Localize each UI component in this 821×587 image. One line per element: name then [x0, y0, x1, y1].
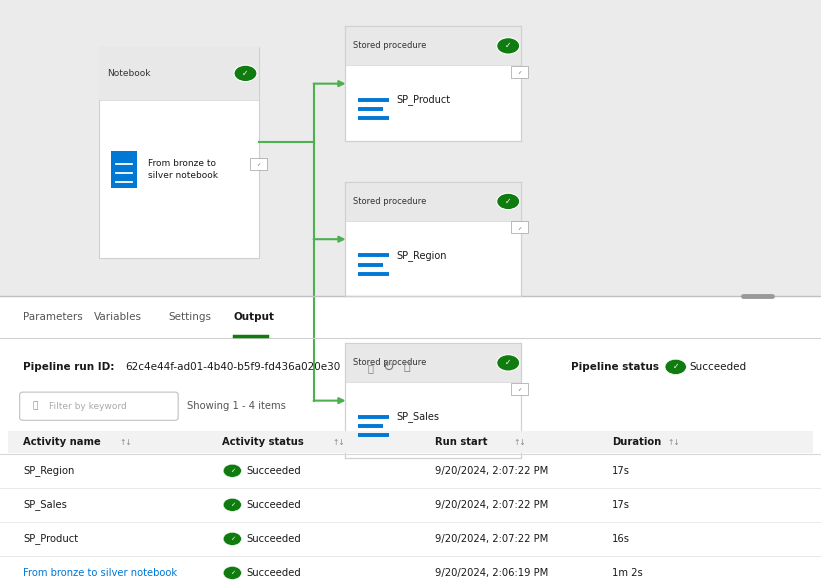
FancyBboxPatch shape: [0, 296, 821, 587]
Text: ✓: ✓: [505, 358, 511, 367]
Text: 17s: 17s: [612, 500, 630, 510]
Circle shape: [223, 566, 241, 579]
FancyBboxPatch shape: [345, 343, 521, 458]
FancyBboxPatch shape: [345, 182, 521, 296]
Text: Succeeded: Succeeded: [246, 534, 301, 544]
Text: Filter by keyword: Filter by keyword: [49, 402, 127, 411]
FancyBboxPatch shape: [345, 26, 521, 141]
Text: 17s: 17s: [612, 465, 630, 476]
Text: 9/20/2024, 2:06:19 PM: 9/20/2024, 2:06:19 PM: [435, 568, 548, 578]
Text: ↑↓: ↑↓: [120, 437, 133, 447]
Text: 9/20/2024, 2:07:22 PM: 9/20/2024, 2:07:22 PM: [435, 534, 548, 544]
Text: Stored procedure: Stored procedure: [353, 358, 426, 367]
Text: ✓: ✓: [242, 69, 249, 78]
Text: ↻: ↻: [383, 360, 395, 374]
Text: ✓: ✓: [672, 362, 679, 372]
Text: 🔍: 🔍: [33, 402, 39, 411]
FancyBboxPatch shape: [345, 182, 521, 221]
Text: From bronze to silver notebook: From bronze to silver notebook: [23, 568, 177, 578]
FancyBboxPatch shape: [345, 26, 521, 65]
Text: Parameters: Parameters: [23, 312, 83, 322]
Circle shape: [665, 359, 686, 375]
Text: Output: Output: [234, 312, 275, 322]
Text: ✓: ✓: [517, 69, 522, 75]
Text: Settings: Settings: [168, 312, 211, 322]
Text: ⧉: ⧉: [368, 363, 374, 373]
FancyBboxPatch shape: [20, 392, 178, 420]
Text: Activity status: Activity status: [222, 437, 304, 447]
Text: From bronze to
silver notebook: From bronze to silver notebook: [148, 158, 218, 180]
FancyBboxPatch shape: [511, 66, 528, 77]
Text: Showing 1 - 4 items: Showing 1 - 4 items: [187, 401, 286, 411]
Text: SP_Region: SP_Region: [23, 465, 75, 476]
Text: Duration: Duration: [612, 437, 661, 447]
Text: ✓: ✓: [505, 197, 511, 206]
Text: SP_Product: SP_Product: [397, 95, 451, 105]
FancyBboxPatch shape: [250, 158, 267, 170]
FancyBboxPatch shape: [111, 151, 137, 188]
Text: 62c4e44f-ad01-4b40-b5f9-fd436a020e30: 62c4e44f-ad01-4b40-b5f9-fd436a020e30: [126, 362, 341, 372]
Circle shape: [223, 532, 241, 545]
Text: ✓: ✓: [230, 468, 235, 473]
Text: 9/20/2024, 2:07:22 PM: 9/20/2024, 2:07:22 PM: [435, 500, 548, 510]
Text: ↑↓: ↑↓: [667, 437, 681, 447]
Text: ⓘ: ⓘ: [403, 362, 410, 372]
Text: ✓: ✓: [230, 502, 235, 507]
Text: Variables: Variables: [94, 312, 142, 322]
FancyBboxPatch shape: [0, 0, 821, 296]
FancyBboxPatch shape: [99, 47, 259, 100]
FancyBboxPatch shape: [99, 47, 259, 258]
Circle shape: [223, 464, 241, 477]
Circle shape: [497, 38, 520, 54]
Text: Pipeline status: Pipeline status: [571, 362, 658, 372]
Text: ↑↓: ↑↓: [513, 437, 526, 447]
Text: ↑↓: ↑↓: [333, 437, 346, 447]
Text: Run start: Run start: [435, 437, 488, 447]
FancyBboxPatch shape: [511, 383, 528, 394]
Circle shape: [234, 65, 257, 82]
Text: Succeeded: Succeeded: [246, 500, 301, 510]
Text: ✓: ✓: [505, 41, 511, 50]
Text: ✓: ✓: [517, 225, 522, 230]
Text: Succeeded: Succeeded: [246, 568, 301, 578]
Text: SP_Region: SP_Region: [397, 250, 447, 261]
Circle shape: [223, 498, 241, 511]
Text: Pipeline run ID:: Pipeline run ID:: [23, 362, 114, 372]
Text: 1m 2s: 1m 2s: [612, 568, 642, 578]
Text: 9/20/2024, 2:07:22 PM: 9/20/2024, 2:07:22 PM: [435, 465, 548, 476]
Text: Succeeded: Succeeded: [246, 465, 301, 476]
Text: Notebook: Notebook: [107, 69, 150, 78]
FancyBboxPatch shape: [511, 221, 528, 233]
Text: ✓: ✓: [256, 162, 261, 167]
Text: Activity name: Activity name: [23, 437, 101, 447]
Text: Stored procedure: Stored procedure: [353, 197, 426, 206]
FancyBboxPatch shape: [345, 343, 521, 382]
Circle shape: [497, 193, 520, 210]
Circle shape: [497, 355, 520, 371]
FancyBboxPatch shape: [8, 431, 813, 453]
Text: Succeeded: Succeeded: [690, 362, 747, 372]
Text: ✓: ✓: [230, 537, 235, 541]
Text: SP_Sales: SP_Sales: [23, 500, 67, 510]
Text: SP_Sales: SP_Sales: [397, 411, 439, 422]
Text: SP_Product: SP_Product: [23, 534, 78, 544]
Text: ✓: ✓: [230, 571, 235, 575]
Text: Stored procedure: Stored procedure: [353, 41, 426, 50]
Text: ✓: ✓: [517, 386, 522, 392]
Text: 16s: 16s: [612, 534, 630, 544]
